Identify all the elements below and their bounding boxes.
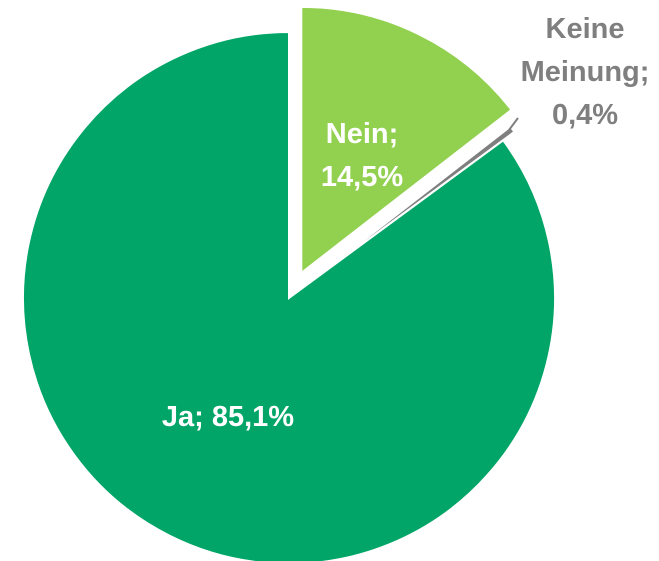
pie-slice xyxy=(299,125,516,291)
leader-line xyxy=(505,117,519,135)
data-label: Keine Meinung; 0,4% xyxy=(521,13,650,131)
pie-slice xyxy=(300,5,513,275)
pie-slice xyxy=(22,30,556,561)
data-label: Ja; 85,1% xyxy=(162,401,294,433)
data-label: Nein; 14,5% xyxy=(321,118,403,193)
